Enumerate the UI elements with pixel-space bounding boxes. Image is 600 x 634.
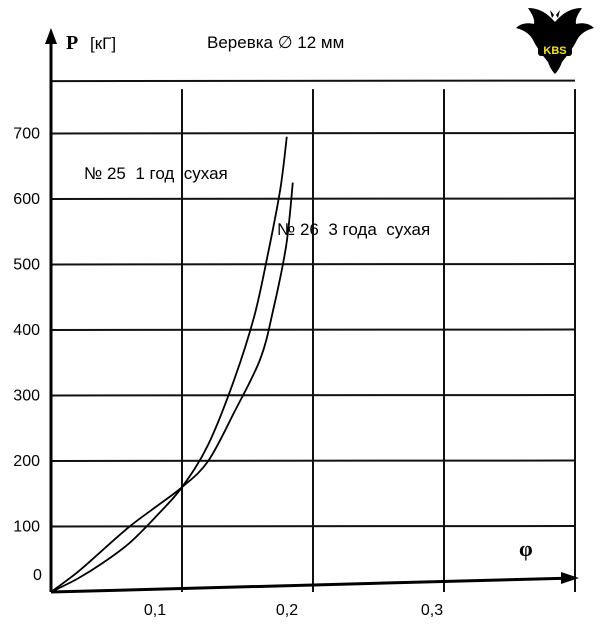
series-label-no25: № 25 1 год сухая xyxy=(84,164,228,183)
y-tick-label: 100 xyxy=(13,519,40,536)
axes xyxy=(45,28,579,594)
bat-logo-icon: KBS xyxy=(516,8,594,74)
series-line-no26 xyxy=(50,182,294,593)
y-axis-unit: [кГ] xyxy=(90,34,116,53)
logo-text: KBS xyxy=(543,45,566,57)
y-axis-label: P xyxy=(66,32,78,54)
tick-labels: 100 200 300 400 500 600 700 0,1 0,2 0,3 xyxy=(13,126,443,620)
chart-title: Веревка ∅ 12 мм xyxy=(207,33,344,52)
y-axis-arrow xyxy=(45,28,57,44)
series-label-no26: № 26 3 года сухая xyxy=(277,220,430,239)
series xyxy=(50,136,294,593)
grid-line-horizontal xyxy=(50,79,576,83)
y-tick-label: 400 xyxy=(13,322,40,339)
y-tick-label: 200 xyxy=(13,453,40,470)
series-line-no25 xyxy=(50,136,288,593)
x-tick-label: 0,1 xyxy=(144,602,166,619)
x-axis-line xyxy=(50,576,576,594)
x-tick-label: 0,2 xyxy=(276,602,298,619)
y-tick-label: 300 xyxy=(13,388,40,405)
y-tick-label: 600 xyxy=(13,191,40,208)
origin-label: 0 xyxy=(33,567,42,584)
grid xyxy=(50,79,576,592)
x-axis-arrow xyxy=(561,572,579,584)
y-tick-label: 500 xyxy=(13,257,40,274)
x-tick-label: 0,3 xyxy=(421,602,443,619)
y-tick-label: 700 xyxy=(13,126,40,143)
x-axis-label: φ xyxy=(519,536,533,561)
